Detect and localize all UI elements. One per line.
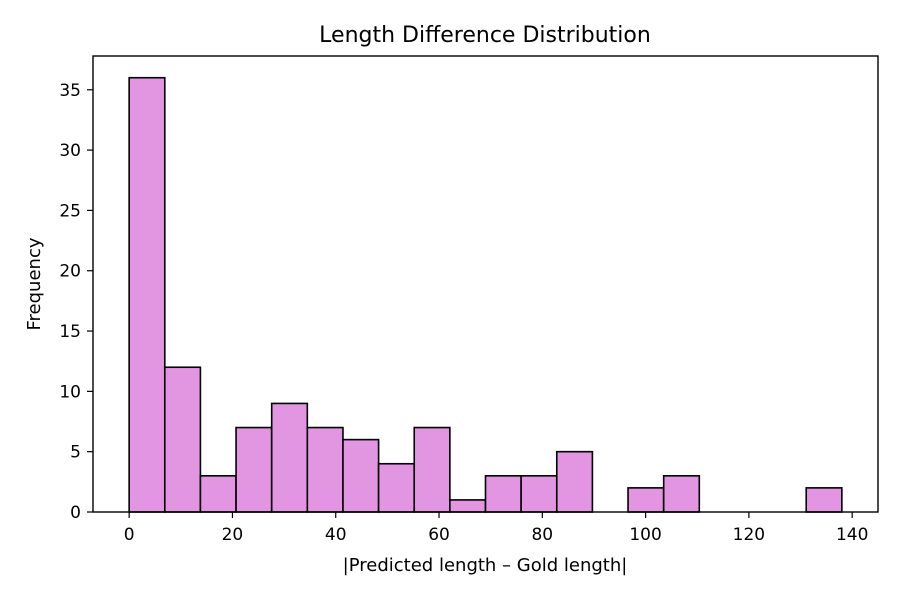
y-tick-label: 25 — [59, 201, 81, 221]
x-axis: 0 20 40 60 80 100 120 140 — [124, 512, 868, 545]
chart-title: Length Difference Distribution — [319, 23, 651, 48]
histogram-bar-12 — [555, 450, 594, 513]
x-axis-label: |Predicted length – Gold length| — [343, 555, 628, 576]
histogram-bar-9 — [449, 499, 487, 513]
x-tick-label: 120 — [733, 525, 765, 545]
histogram-bar-5 — [306, 426, 344, 513]
y-axis: 0 5 10 15 20 25 30 35 — [59, 81, 93, 523]
histogram-bar-3 — [235, 426, 273, 513]
histogram-bar-14 — [627, 487, 665, 513]
histogram-bar-6 — [342, 438, 380, 513]
y-tick-label: 35 — [59, 81, 81, 101]
histogram-bar-1 — [163, 366, 202, 513]
y-axis-label: Frequency — [24, 237, 45, 330]
x-tick-label: 20 — [222, 525, 244, 545]
histogram-bar-0 — [128, 76, 166, 513]
x-tick-label: 100 — [629, 525, 661, 545]
histogram-bar-10 — [484, 475, 522, 513]
y-tick-label: 0 — [70, 503, 81, 523]
histogram-bar-8 — [413, 426, 451, 513]
x-tick-label: 140 — [836, 525, 868, 545]
y-tick-label: 5 — [70, 443, 81, 463]
histogram-bar-2 — [199, 475, 237, 513]
y-tick-label: 20 — [59, 262, 81, 282]
plot-frame — [92, 55, 879, 513]
y-tick-label: 10 — [59, 382, 81, 402]
y-tick-label: 30 — [59, 141, 81, 161]
x-tick-label: 40 — [325, 525, 347, 545]
x-tick-label: 0 — [124, 525, 135, 545]
x-tick-label: 60 — [428, 525, 450, 545]
plot-area — [128, 76, 843, 513]
histogram-bar-19 — [805, 487, 843, 513]
histogram-bar-11 — [520, 475, 558, 513]
histogram-bar-4 — [270, 402, 309, 513]
y-tick-label: 15 — [59, 322, 81, 342]
x-tick-label: 80 — [531, 525, 553, 545]
histogram-bar-7 — [377, 462, 416, 513]
histogram-bar-15 — [662, 475, 701, 513]
